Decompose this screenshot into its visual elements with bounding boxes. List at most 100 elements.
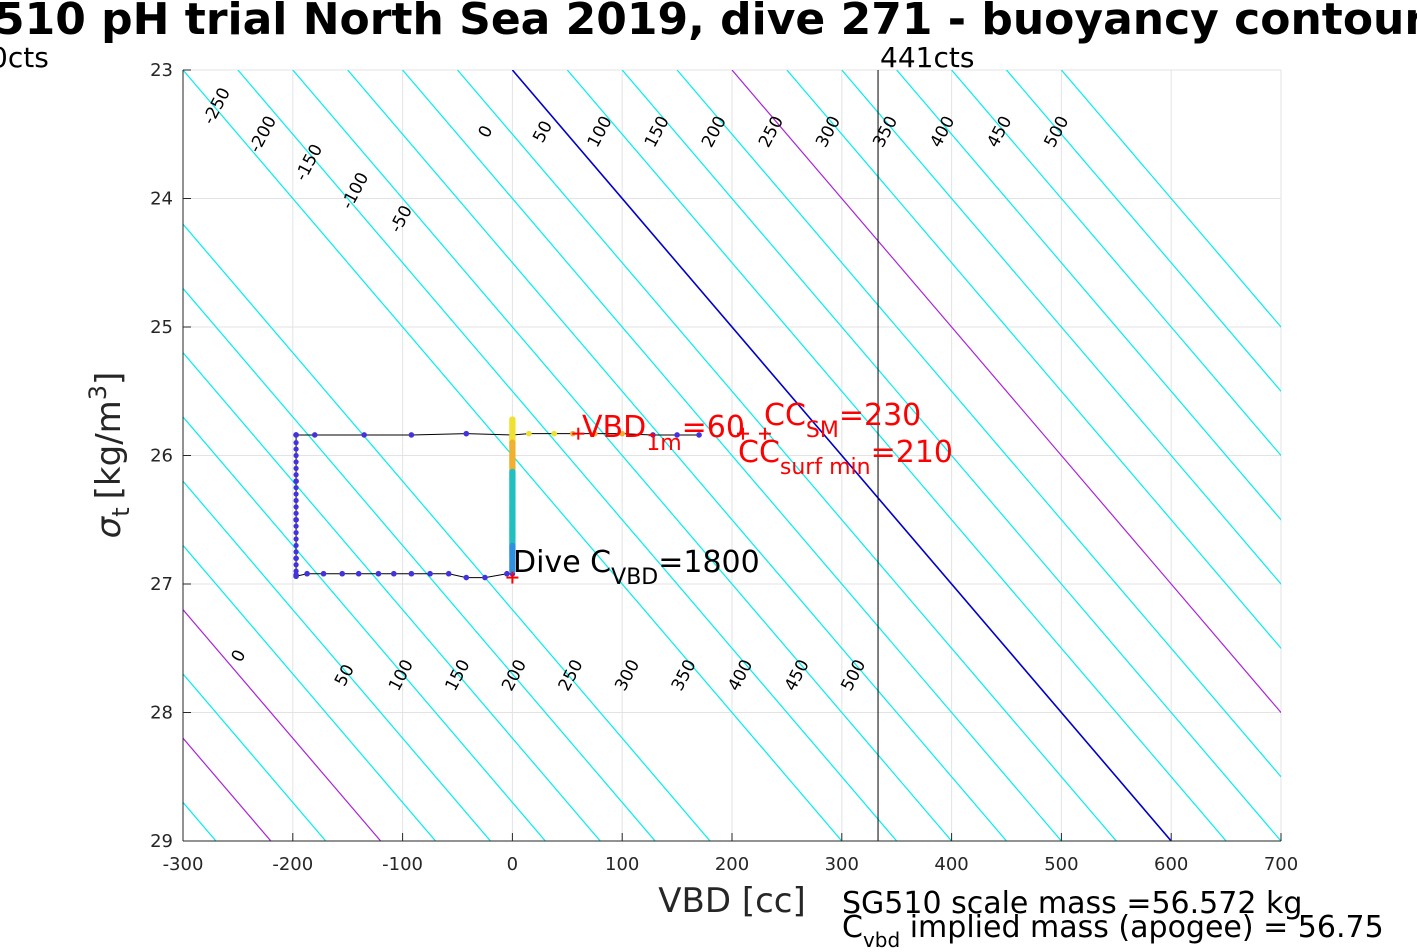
- x-tick-label: 600: [1154, 854, 1188, 875]
- dive-point: [293, 446, 298, 451]
- y-axis-label-unit: [kg/m: [89, 400, 129, 499]
- ccsurf-value: =210: [871, 435, 953, 470]
- y-tick-label: 27: [150, 574, 173, 595]
- contour-label-bottom: 450: [781, 656, 814, 694]
- dive-point: [293, 432, 299, 438]
- dive-point: [463, 431, 469, 437]
- dive-point: [293, 517, 298, 522]
- x-tick-label: 700: [1264, 854, 1298, 875]
- x-tick-label: -100: [382, 854, 423, 875]
- dive-point: [463, 575, 469, 581]
- dive-cvbd-value: =1800: [658, 545, 759, 580]
- dive-point: [376, 571, 382, 577]
- contour-label-top: -50: [386, 202, 417, 236]
- dive-point: [427, 571, 433, 577]
- dive-point: [293, 491, 298, 496]
- implied-mass-main: C: [842, 910, 863, 945]
- ccsurf-annotation: CCsurf min=210: [738, 435, 953, 480]
- dive-point: [293, 530, 298, 535]
- contour-label-bottom: 400: [724, 656, 757, 694]
- x-tick-label: 400: [934, 854, 968, 875]
- x-tick-label: 100: [605, 854, 639, 875]
- dive-point: [361, 432, 367, 438]
- ccsurf-main: CC: [738, 435, 780, 470]
- dive-point: [293, 453, 298, 458]
- contour-label-bottom: 0: [228, 647, 251, 666]
- x-axis-label: VBD [cc]: [658, 881, 806, 921]
- ccsurf-sub: surf min: [780, 455, 871, 480]
- contour-label-top: 100: [584, 113, 617, 151]
- y-axis-label-sup: 3: [84, 385, 112, 400]
- contour-label-top: 400: [926, 113, 959, 151]
- dive-point: [293, 459, 298, 464]
- y-axis-label-end: ]: [89, 372, 129, 385]
- contour-label-top: 250: [755, 113, 788, 151]
- contour-label-top: -250: [199, 84, 235, 127]
- y-axis-label: σt [kg/m3]: [84, 372, 135, 539]
- y-tick-label: 25: [150, 317, 173, 338]
- contour-label-top: -150: [291, 141, 327, 184]
- vbd-limit-label: 441cts: [880, 41, 974, 74]
- dive-point: [293, 479, 298, 484]
- y-tick-label: 29: [150, 831, 173, 852]
- dive-point: [409, 432, 415, 438]
- contour-label-top: -100: [337, 169, 373, 212]
- vbd1m-sub: 1m: [646, 431, 681, 456]
- dive-point: [293, 549, 298, 554]
- dive-point: [293, 562, 298, 567]
- dive-point: [293, 498, 298, 503]
- dive-point: [293, 440, 298, 445]
- dive-point: [356, 571, 362, 577]
- contour-label-top: 0: [475, 122, 498, 141]
- contour-label-bottom: 250: [555, 656, 588, 694]
- y-tick-label: 23: [150, 60, 173, 81]
- dive-point: [293, 573, 299, 579]
- dive-point: [293, 524, 298, 529]
- y-tick-label: 24: [150, 189, 173, 210]
- contour-label-top: 500: [1041, 113, 1074, 151]
- implied-mass-note: Cvbd implied mass (apogee) = 56.75: [842, 910, 1384, 952]
- dive-point: [293, 543, 298, 548]
- x-tick-label: 200: [715, 854, 749, 875]
- contour-label-top: 200: [698, 113, 731, 151]
- implied-mass-sub: vbd: [863, 928, 900, 952]
- implied-mass-text: implied mass (apogee) = 56.75: [900, 910, 1384, 945]
- dive-point: [293, 569, 298, 574]
- dive-point: [482, 575, 488, 581]
- x-tick-label: 0: [507, 854, 518, 875]
- dive-point: [304, 571, 310, 577]
- y-axis-label-main: σ: [89, 515, 129, 538]
- contour-label-bottom: 50: [331, 661, 359, 689]
- dive-point: [293, 472, 298, 477]
- x-tick-label: -300: [163, 854, 204, 875]
- climb-point: [526, 431, 532, 437]
- y-axis-label-sub: t: [107, 507, 135, 516]
- dive-point: [312, 432, 318, 438]
- dive-point: [293, 556, 298, 561]
- dive-point: [293, 466, 298, 471]
- vbd1m-main: VBD: [582, 410, 646, 445]
- dive-point: [293, 485, 298, 490]
- contour-label-bottom: 300: [611, 656, 644, 694]
- dive-cvbd-sub: VBD: [611, 565, 658, 590]
- contour-label-bottom: 350: [668, 656, 701, 694]
- dive-point: [339, 571, 345, 577]
- contour-label-bottom: 100: [385, 656, 418, 694]
- dive-cvbd-annotation: Dive CVBD=1800: [513, 545, 760, 590]
- contour-label-top: 350: [869, 113, 902, 151]
- x-tick-label: 500: [1044, 854, 1078, 875]
- vbd1m-annotation: VBD1m=60: [582, 410, 745, 456]
- dive-point: [293, 536, 298, 541]
- ccsm-main: CC: [764, 398, 806, 433]
- dive-point: [446, 571, 452, 577]
- dive-point: [409, 571, 415, 577]
- ccsm-sub: SM: [806, 418, 839, 443]
- vbd1m-value: =60: [682, 410, 745, 445]
- contour-label-top: 150: [641, 113, 674, 151]
- climb-point: [551, 431, 557, 437]
- dive-point: [321, 571, 327, 577]
- dive-point: [391, 571, 397, 577]
